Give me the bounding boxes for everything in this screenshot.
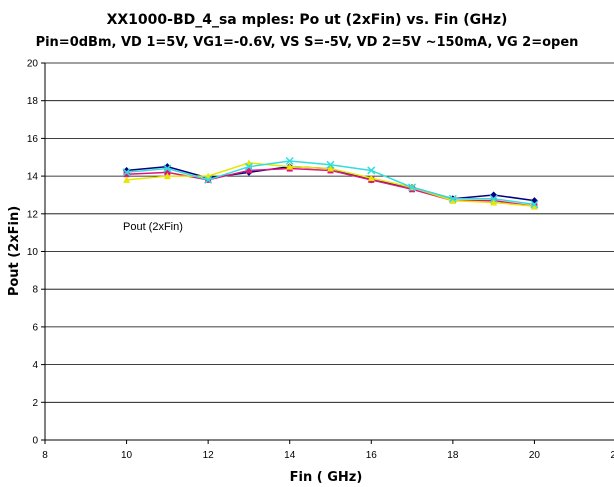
data-point — [408, 183, 417, 192]
data-point — [285, 156, 294, 166]
gridlines — [45, 62, 614, 403]
data-point — [245, 167, 252, 174]
x-tick-label: 18 — [447, 450, 459, 461]
data-point — [163, 164, 172, 173]
y-tick-label: 18 — [27, 96, 39, 107]
data-point — [490, 191, 498, 199]
x-tick-label: 12 — [203, 450, 215, 461]
data-point — [286, 163, 294, 170]
y-tick-labels: 0 2 4 6 8 10 12 14 16 18 20 — [27, 59, 39, 447]
data-point — [123, 171, 130, 178]
x-tick-label: 10 — [121, 450, 133, 461]
y-tick-label: 6 — [32, 322, 38, 333]
y-tick-label: 8 — [32, 285, 38, 296]
data-point — [244, 162, 253, 171]
data-point — [490, 198, 498, 206]
x-tick-label: 22 — [610, 450, 614, 461]
axes — [41, 62, 614, 444]
data-point — [164, 169, 171, 176]
x-tick-label: 8 — [42, 450, 48, 461]
y-tick-label: 0 — [32, 436, 38, 447]
y-tick-label: 16 — [27, 134, 39, 145]
data-point — [530, 200, 539, 209]
chart-title: XX1000-BD_4_sa mples: Po ut (2xFin) vs. … — [107, 12, 508, 28]
data-point — [367, 174, 375, 181]
x-tick-label: 14 — [284, 450, 296, 461]
y-tick-label: 14 — [27, 172, 39, 183]
data-point — [326, 160, 335, 169]
y-tick-label: 20 — [27, 59, 39, 70]
x-axis-title: Fin ( GHz) — [290, 470, 363, 485]
series-4 — [122, 156, 539, 209]
data-point — [448, 194, 457, 203]
data-point — [449, 197, 457, 204]
data-point — [122, 168, 131, 177]
data-point — [163, 172, 171, 180]
y-tick-label: 12 — [27, 209, 39, 220]
x-tick-labels: 8 10 12 14 16 18 20 22 — [42, 450, 614, 461]
data-point — [489, 194, 498, 203]
series-lines — [122, 156, 539, 210]
data-point — [327, 165, 334, 172]
data-point — [530, 202, 538, 210]
series-3 — [123, 159, 538, 210]
y-tick-label: 4 — [32, 360, 38, 371]
y-axis-title: Pout (2xFin) — [7, 206, 22, 296]
data-point — [204, 175, 213, 184]
chart-subtitle: Pin=0dBm, VD 1=5V, VG1=-0.6V, VS S=-5V, … — [36, 35, 579, 50]
data-point — [123, 176, 131, 183]
y-tick-label: 10 — [27, 247, 39, 258]
y-tick-label: 2 — [32, 398, 38, 409]
x-tick-label: 20 — [529, 450, 541, 461]
series-annotation: Pout (2xFin) — [123, 221, 183, 233]
x-tick-label: 16 — [366, 450, 378, 461]
data-point — [367, 166, 376, 175]
